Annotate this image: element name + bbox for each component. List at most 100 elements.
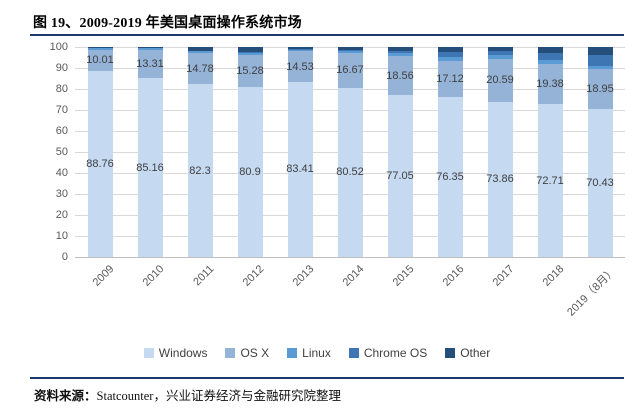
legend-swatch-icon bbox=[348, 348, 359, 358]
bar-segment-linux bbox=[437, 56, 463, 61]
data-label: 15.28 bbox=[236, 65, 264, 78]
data-label: 14.78 bbox=[186, 62, 214, 75]
data-label: 73.86 bbox=[486, 173, 514, 186]
x-axis-label: 2017 bbox=[490, 263, 517, 289]
y-axis-tick: 50 bbox=[55, 146, 68, 158]
data-label: 76.35 bbox=[436, 170, 464, 183]
x-axis-label: 2010 bbox=[140, 263, 167, 289]
data-label: 88.76 bbox=[86, 157, 114, 170]
data-label: 14.53 bbox=[286, 60, 314, 73]
data-label: 18.95 bbox=[586, 83, 614, 96]
data-label: 13.31 bbox=[136, 58, 164, 71]
legend-item-chrome-os: Chrome OS bbox=[348, 346, 428, 360]
legend-label: Chrome OS bbox=[363, 346, 428, 360]
data-label: 83.41 bbox=[286, 163, 314, 176]
bar-segment-os-x bbox=[487, 58, 513, 102]
legend-item-windows: Windows bbox=[143, 346, 208, 360]
bar-segment-chrome-os bbox=[537, 53, 563, 60]
x-axis-label: 2016 bbox=[440, 263, 467, 289]
x-axis-label: 2015 bbox=[390, 263, 417, 289]
y-axis-tick: 10 bbox=[55, 230, 68, 242]
bar-segment-linux bbox=[537, 59, 563, 64]
source-note: 资料来源：Statcounter，兴业证券经济与金融研究院整理 bbox=[34, 385, 341, 404]
source-label: 资料来源： bbox=[34, 389, 97, 403]
bar-segment-os-x bbox=[137, 50, 163, 79]
bar-segment-windows bbox=[337, 87, 363, 257]
chart-title: 图 19、2009-2019 年美国桌面操作系统市场 bbox=[33, 16, 302, 31]
bar-segment-windows bbox=[437, 96, 463, 257]
data-label: 17.12 bbox=[436, 72, 464, 85]
x-axis-label: 2014 bbox=[340, 263, 367, 289]
bar-segment-chrome-os bbox=[387, 51, 413, 54]
legend-label: Other bbox=[460, 346, 491, 360]
bar-segment-windows bbox=[87, 70, 113, 257]
bar-segment-windows bbox=[287, 81, 313, 257]
legend-label: Linux bbox=[302, 346, 331, 360]
bar-segment-windows bbox=[487, 101, 513, 257]
y-axis-tick: 60 bbox=[55, 125, 68, 137]
legend-item-linux: Linux bbox=[287, 346, 331, 360]
bar-segment-other bbox=[587, 47, 613, 56]
y-axis-tick: 40 bbox=[55, 167, 68, 179]
bar-segment-windows bbox=[387, 95, 413, 257]
data-label: 18.56 bbox=[386, 69, 414, 82]
y-axis-tick: 70 bbox=[55, 104, 68, 116]
bar-segment-chrome-os bbox=[287, 48, 313, 50]
bar-segment-other bbox=[87, 47, 113, 49]
x-axis-label: 2009 bbox=[90, 263, 117, 289]
title-underline bbox=[30, 34, 624, 36]
legend-swatch-icon bbox=[287, 348, 298, 358]
bar-segment-chrome-os bbox=[487, 51, 513, 56]
bar-segment-os-x bbox=[587, 69, 613, 110]
chart-legend: Windows OS X Linux Chrome OS Other bbox=[0, 346, 634, 360]
bar-segment-linux bbox=[87, 48, 113, 50]
stacked-bar-chart: 88.76 10.01 85.16 13.31 82.3 14.78 80.9 15.28 83… bbox=[0, 40, 634, 340]
bar-segment-other bbox=[387, 47, 413, 52]
legend-item-other: Other bbox=[445, 346, 490, 360]
bar-segment-chrome-os bbox=[337, 49, 363, 51]
bar-segment-windows bbox=[537, 104, 563, 257]
data-label: 80.52 bbox=[336, 166, 364, 179]
legend-label: OS X bbox=[240, 346, 270, 360]
y-axis-tick: 20 bbox=[55, 209, 68, 221]
bar-segment-other bbox=[137, 47, 163, 49]
x-axis-label: 2012 bbox=[240, 263, 267, 289]
data-label: 16.67 bbox=[336, 64, 364, 77]
y-axis-tick: 100 bbox=[49, 41, 68, 53]
data-label: 80.9 bbox=[239, 166, 261, 179]
x-axis-label: 2019（8月） bbox=[565, 265, 619, 319]
data-label: 85.16 bbox=[136, 161, 164, 174]
data-label: 20.59 bbox=[486, 74, 514, 87]
legend-swatch-icon bbox=[143, 348, 154, 358]
bar-segment-other bbox=[287, 47, 313, 49]
data-label: 70.43 bbox=[586, 177, 614, 190]
y-axis-tick: 80 bbox=[55, 83, 68, 95]
bar-segment-windows bbox=[137, 78, 163, 257]
bar-segment-other bbox=[487, 47, 513, 52]
data-label: 10.01 bbox=[86, 54, 114, 67]
legend-swatch-icon bbox=[445, 348, 456, 358]
legend-label: Windows bbox=[158, 346, 208, 360]
bar-segment-other bbox=[337, 47, 363, 50]
plot-area: 88.76 10.01 85.16 13.31 82.3 14.78 80.9 15.28 83… bbox=[75, 47, 625, 258]
data-label: 19.38 bbox=[536, 77, 564, 90]
data-label: 82.3 bbox=[189, 164, 211, 177]
y-axis-tick: 90 bbox=[55, 62, 68, 74]
data-label: 72.71 bbox=[536, 174, 564, 187]
y-axis-tick: 30 bbox=[55, 188, 68, 200]
bar-segment-chrome-os bbox=[437, 52, 463, 57]
legend-item-os-x: OS X bbox=[225, 346, 269, 360]
bar-segment-linux bbox=[137, 48, 163, 51]
bar-segment-linux bbox=[187, 51, 213, 54]
bar-segment-os-x bbox=[387, 56, 413, 96]
bar-segment-linux bbox=[287, 49, 313, 52]
bar-segment-chrome-os bbox=[587, 55, 613, 66]
legend-swatch-icon bbox=[225, 348, 236, 358]
footer-rule bbox=[30, 377, 624, 379]
gridline bbox=[75, 257, 625, 258]
bar-segment-other bbox=[437, 47, 463, 53]
bar-segment-windows bbox=[187, 84, 213, 257]
bar-segment-os-x bbox=[187, 53, 213, 85]
data-label: 77.05 bbox=[386, 170, 414, 183]
x-axis-label: 2018 bbox=[540, 263, 567, 289]
